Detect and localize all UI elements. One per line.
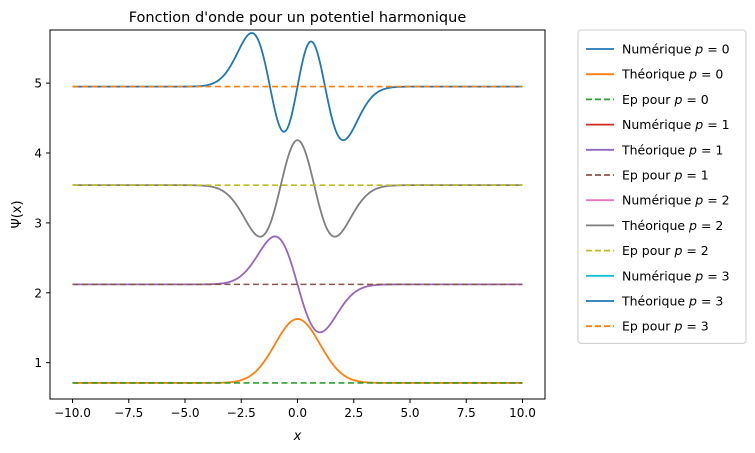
legend-label: Numérique p = 3 xyxy=(622,268,730,283)
series-line-théorique-p-=-0 xyxy=(72,318,523,384)
plot-area xyxy=(72,32,523,384)
x-tick-label: 10.0 xyxy=(509,406,536,420)
legend-label: Numérique p = 2 xyxy=(622,193,730,208)
legend: Numérique p = 0 Théorique p = 0 Ep pour p … xyxy=(577,29,747,344)
legend-label: Théorique p = 0 xyxy=(621,67,723,82)
legend-label: Théorique p = 1 xyxy=(621,142,723,157)
legend-label: Ep pour p = 0 xyxy=(622,92,709,107)
y-axis-label: Ψ(x) xyxy=(10,200,25,228)
y-tick-label: 4 xyxy=(34,147,42,161)
series-line-théorique-p-=-2 xyxy=(72,139,523,238)
x-axis: −10.0 −7.5 −5.0 −2.5 0.0 2.5 5.0 7.5 10.0 xyxy=(54,399,536,420)
legend-label: Ep pour p = 2 xyxy=(622,243,709,258)
x-tick-label: 2.5 xyxy=(344,406,363,420)
x-axis-label: x xyxy=(293,429,302,444)
y-tick-label: 5 xyxy=(34,77,42,91)
x-tick-label: −7.5 xyxy=(114,406,143,420)
legend-label: Théorique p = 3 xyxy=(621,294,723,309)
x-tick-label: −5.0 xyxy=(170,406,199,420)
x-tick-label: 7.5 xyxy=(457,406,476,420)
x-tick-label: 0.0 xyxy=(288,406,307,420)
y-tick-label: 2 xyxy=(34,286,42,300)
legend-label: Ep pour p = 1 xyxy=(622,168,709,183)
x-tick-label: −10.0 xyxy=(54,406,91,420)
legend-label: Numérique p = 0 xyxy=(622,42,730,57)
legend-box xyxy=(577,29,747,344)
y-tick-label: 3 xyxy=(34,216,42,230)
x-tick-label: −2.5 xyxy=(227,406,256,420)
x-tick-label: 5.0 xyxy=(400,406,419,420)
y-axis: 1 2 3 4 5 xyxy=(34,77,50,370)
legend-label: Numérique p = 1 xyxy=(622,117,730,132)
legend-label: Ep pour p = 3 xyxy=(622,319,709,334)
y-tick-label: 1 xyxy=(34,356,42,370)
chart-title: Fonction d'onde pour un potentiel harmon… xyxy=(129,10,467,26)
legend-label: Théorique p = 2 xyxy=(621,218,723,233)
